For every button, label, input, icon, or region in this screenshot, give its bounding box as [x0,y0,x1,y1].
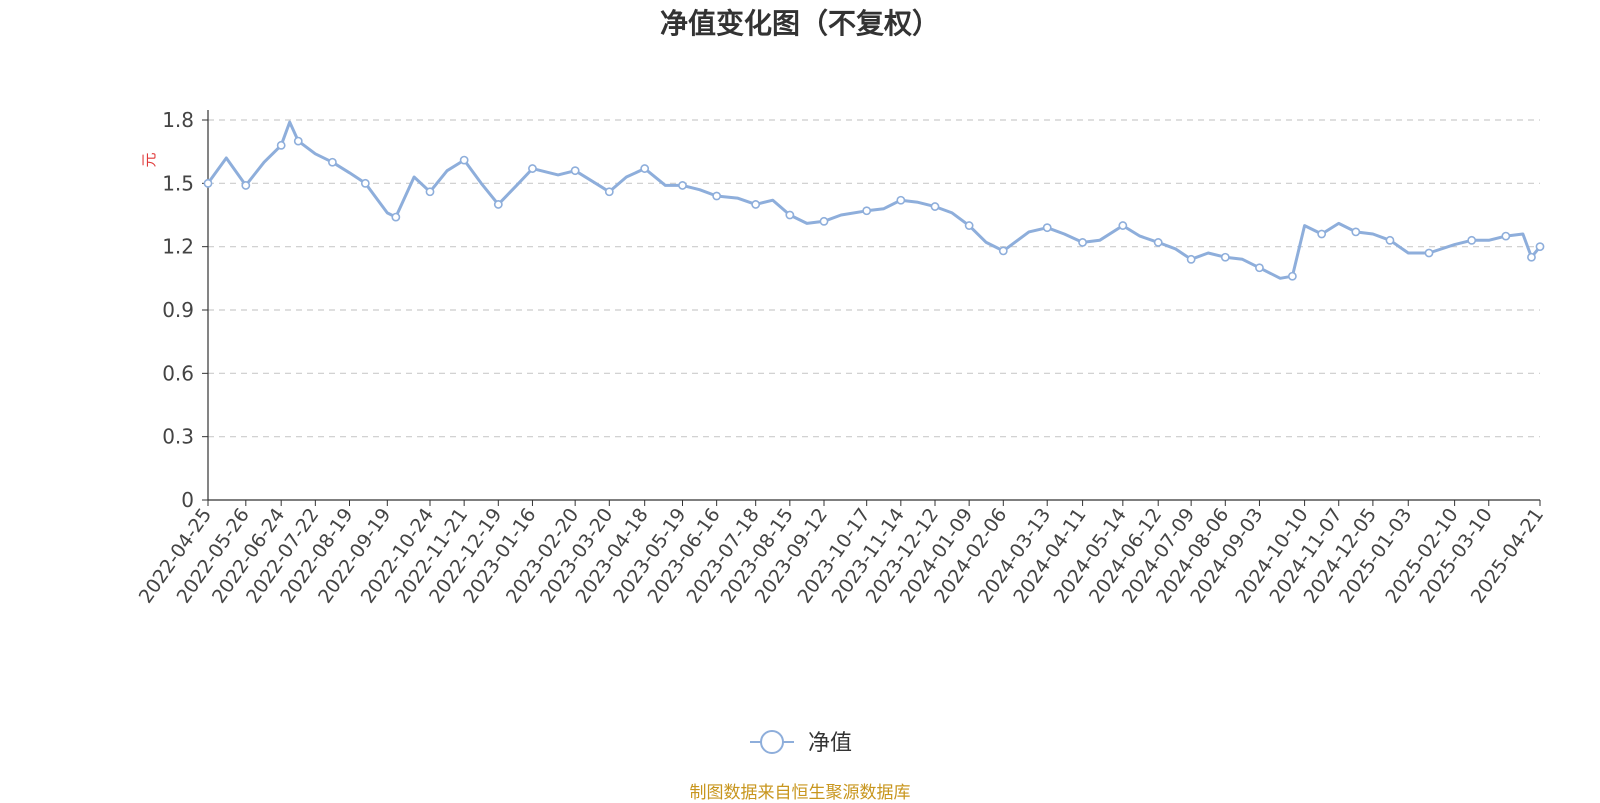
data-point [1287,271,1297,281]
data-point [1078,238,1087,247]
data-point [604,187,614,197]
data-point [712,191,722,201]
data-point [819,216,829,226]
data-point [751,200,761,209]
data-point [785,210,795,220]
axis-layer: 00.30.60.91.21.51.8元2022-04-252022-05-26… [135,108,1548,607]
data-point [1501,231,1511,241]
data-point [293,136,303,146]
y-tick-label: 1.8 [162,108,194,132]
data-point [1153,238,1163,247]
data-point [276,140,286,150]
legend-label: 净值 [808,731,852,756]
data-point [1118,221,1128,230]
data-point [241,181,251,190]
chart-title: 净值变化图（不复权） [659,7,940,40]
data-point [1527,252,1536,262]
grid-layer [208,119,1540,438]
data-point [1351,227,1361,237]
data-point [930,202,940,211]
data-point [896,195,906,205]
data-point [328,157,337,167]
data-point [678,181,687,190]
source-note: 制图数据来自恒生聚源数据库 [689,783,911,803]
data-point [1385,235,1395,245]
y-tick-label: 0.3 [162,425,194,449]
data-point [360,178,370,188]
legend-circle-icon [760,730,784,754]
data-point [391,212,401,222]
data-point [998,246,1008,256]
data-point [1317,229,1327,239]
y-tick-label: 0.9 [162,298,194,322]
data-point [425,187,435,197]
data-point [528,164,537,173]
series-layer [203,120,1545,281]
y-tick-label: 1.2 [162,235,194,259]
data-point [459,155,469,165]
y-tick-label: 0.6 [162,361,194,385]
data-point [862,206,872,216]
data-point [1186,254,1196,264]
data-point [493,200,503,209]
legend[interactable]: 净值 [750,730,852,756]
data-point [570,166,580,176]
data-point [964,221,974,230]
data-point [1042,223,1052,233]
y-axis-unit-label: 元 [140,152,158,167]
data-point [1535,242,1545,252]
data-point [640,164,650,173]
series-line-net-value [206,120,1542,280]
data-point [203,178,213,188]
y-tick-label: 1.5 [162,171,194,195]
data-point [1255,263,1264,273]
data-point [1467,235,1477,245]
data-point [1220,252,1230,262]
data-point [1424,248,1434,258]
y-tick-label: 0 [181,488,194,512]
